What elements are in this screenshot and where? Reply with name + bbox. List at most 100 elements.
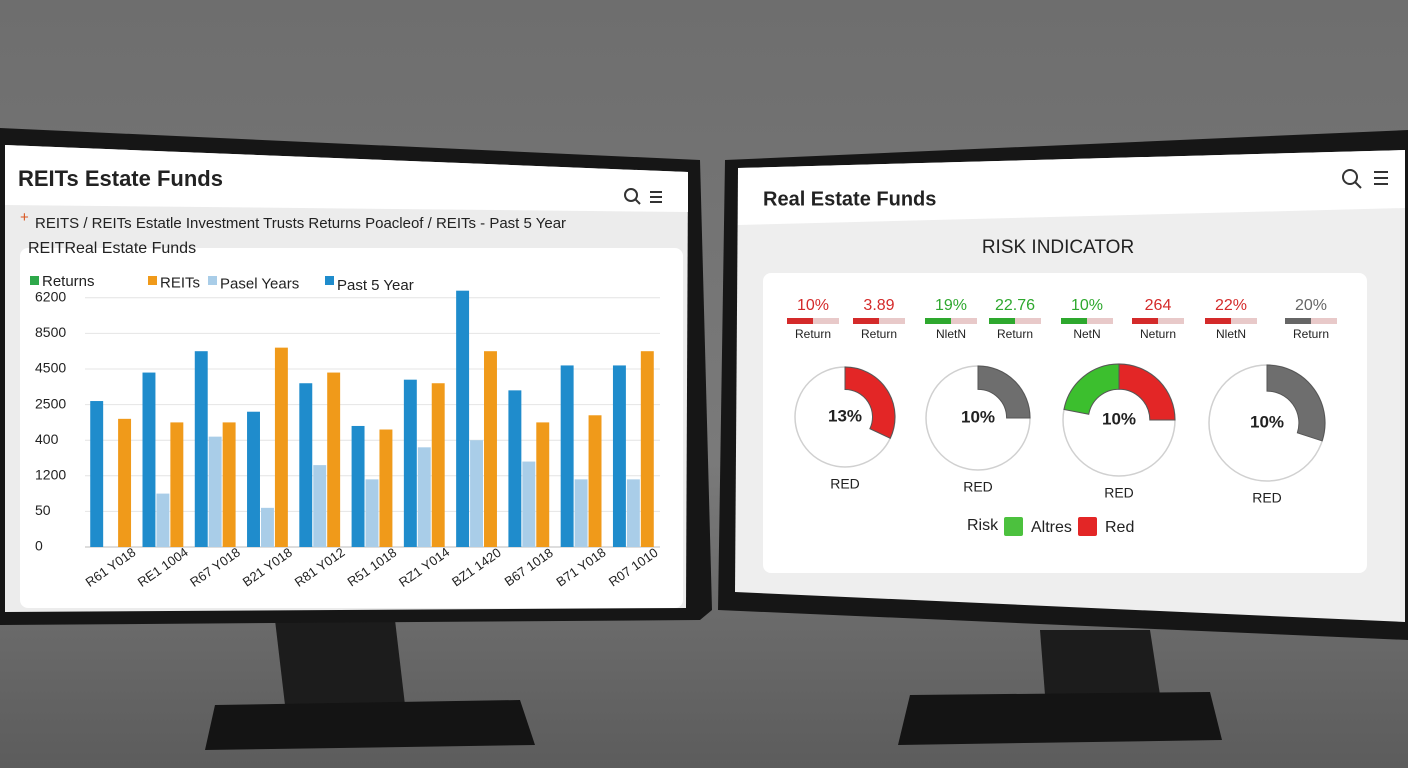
y-tick-label: 4500 [35,360,66,376]
legend-label: Altres [1031,519,1072,536]
bar [260,507,274,547]
stat-value: 19% [935,297,967,314]
stat-bar-fill [1132,318,1158,324]
right-header [738,150,1405,225]
stat-value: 22.76 [995,297,1035,314]
y-tick-label: 50 [35,502,51,518]
bar [417,447,431,547]
bar [156,493,170,547]
bar [470,440,484,547]
y-tick-label: 1200 [35,467,66,483]
stat-bar-fill [989,318,1015,324]
stat-bar-fill [853,318,879,324]
stat-value: 3.89 [863,297,894,314]
stat-label: Return [795,327,831,341]
stat-value: 10% [797,297,829,314]
stat-value: 22% [1215,297,1247,314]
gauge-segment [844,366,896,439]
left-stand-base [205,700,535,750]
bar [588,415,602,547]
panel-title: REITReal Estate Funds [28,240,196,257]
legend-swatch [1004,517,1023,536]
stat-value: 20% [1295,297,1327,314]
legend-swatch [1078,517,1097,536]
gauge-value: 10% [961,407,995,426]
bar [118,418,132,547]
gauge-label: RED [830,476,860,492]
y-tick-label: 400 [35,431,59,447]
bar [403,379,417,547]
left-title: REITs Estate Funds [18,166,223,191]
y-tick-label: 6200 [35,289,66,305]
stat-bar-fill [1205,318,1231,324]
risk-panel: 10% Return 3.89 Return 19% NletN 22.76 Return 10… [787,297,1337,536]
bar [508,390,522,547]
bar [626,479,640,547]
bar [560,365,574,547]
stat-label: NletN [1216,327,1246,341]
gauge-label: RED [1252,490,1282,506]
bar [299,383,313,547]
bar [327,372,341,547]
legend-swatch [30,276,39,285]
risk-title: RISK INDICATOR [982,237,1134,258]
gauge-value: 10% [1250,412,1284,431]
gauge-segment [977,365,1031,419]
bar [194,351,208,547]
legend-label: REITs [160,274,200,291]
legend-label: Pasel Years [220,276,299,293]
stat-bar-fill [1285,318,1311,324]
stat-bar-fill [925,318,951,324]
bar [431,383,445,547]
bar [142,372,156,547]
search-icon-handle [1354,181,1362,189]
menu-icon[interactable] [650,191,662,203]
y-tick-label: 0 [35,538,43,554]
legend-swatch [208,276,217,285]
gauge-value: 13% [828,406,862,425]
legend-label: Returns [42,273,95,290]
gauge-label: RED [1104,485,1134,501]
gauge-value: 10% [1102,409,1136,428]
y-tick-label: 2500 [35,395,66,411]
bar [208,436,222,547]
left-stand-neck [275,620,405,705]
bar [170,422,184,547]
stat-label: Return [861,327,897,341]
stat-label: NetN [1073,327,1100,341]
stat-bar-fill [1061,318,1087,324]
stat-label: Return [997,327,1033,341]
search-icon[interactable] [624,188,638,202]
bar [313,465,327,547]
stat-value: 264 [1145,297,1172,314]
bar [640,351,654,547]
bar [612,365,626,547]
right-title: Real Estate Funds [763,188,936,210]
bar [484,351,497,547]
bar [247,411,260,547]
breadcrumb: REITS / REITs Estatle Investment Trusts … [35,215,566,232]
menu-icon[interactable] [1374,171,1388,185]
legend-title: Risk [967,517,999,534]
right-stand-neck [1040,630,1160,695]
legend-label: Past 5 Year [337,277,414,294]
stat-value: 10% [1071,297,1103,314]
y-tick-label: 8500 [35,324,66,340]
gauge-segment [1118,363,1176,421]
legend-swatch [148,276,157,285]
bar [222,422,236,547]
bar [536,422,550,547]
search-icon[interactable] [1342,169,1358,185]
legend-label: Red [1105,519,1134,536]
bar [379,429,393,547]
bar [365,479,379,547]
bar [90,401,104,547]
search-icon-handle [634,198,641,205]
stat-label: Return [1293,327,1329,341]
right-stand-base [898,692,1222,745]
legend-swatch [325,276,334,285]
bar [274,347,288,547]
stat-label: Neturn [1140,327,1176,341]
